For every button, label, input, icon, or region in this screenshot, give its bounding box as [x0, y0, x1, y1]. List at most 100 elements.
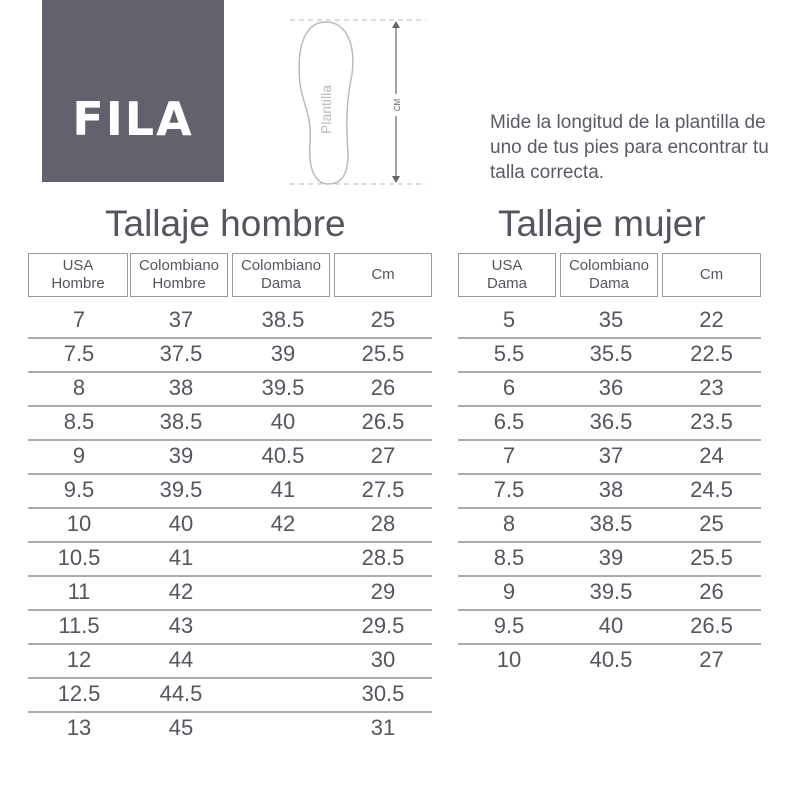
- table-row: 7.5 37.5 39 25.5: [28, 337, 432, 373]
- table-row: 5.5 35.5 22.5: [458, 337, 761, 373]
- table-row: 8 38.5 25: [458, 507, 761, 543]
- column-header: Colombiano Hombre: [130, 253, 228, 297]
- table-cell: 39: [168, 443, 194, 468]
- table-cell: 39.5: [159, 477, 203, 502]
- table-cell: 23.5: [690, 409, 733, 434]
- table-cell: 28: [370, 511, 396, 536]
- table-cell: 37: [598, 443, 624, 468]
- table-row: 7 37 24: [458, 439, 761, 475]
- table-cell: 26: [370, 375, 396, 400]
- table-cell: 44: [168, 647, 194, 672]
- table-cell: [232, 575, 334, 609]
- table-row: 6 36 23: [458, 371, 761, 407]
- table-cell: [232, 711, 334, 745]
- table-row: 9.5 40 26.5: [458, 609, 761, 645]
- men-title: Tallaje hombre: [105, 203, 346, 244]
- table-cell: 5: [502, 307, 516, 332]
- table-cell: [232, 677, 334, 711]
- table-row: 12 44 30: [28, 643, 432, 679]
- table-cell: 27: [699, 647, 724, 672]
- fila-logo: FILA: [42, 0, 224, 182]
- column-header: USA Hombre: [28, 253, 128, 297]
- table-cell: 12.5: [57, 681, 101, 706]
- table-cell: 9: [72, 443, 86, 468]
- table-cell: 22.5: [690, 341, 733, 366]
- table-cell: 38: [598, 477, 624, 502]
- table-cell: 11: [67, 579, 91, 604]
- table-row: 10.5 41 28.5: [28, 541, 432, 577]
- table-cell: 36.5: [589, 409, 633, 434]
- column-header: Cm: [334, 253, 432, 297]
- table-row: 10 40.5 27: [458, 643, 761, 677]
- table-row: 9 39.5 26: [458, 575, 761, 611]
- table-cell: 27: [370, 443, 396, 468]
- table-cell: 12: [66, 647, 92, 672]
- table-cell: 39: [598, 545, 624, 570]
- table-cell: 26.5: [361, 409, 405, 434]
- table-cell: 40: [168, 511, 194, 536]
- table-row: 9 39 40.5 27: [28, 439, 432, 475]
- measure-label: CM: [393, 98, 402, 111]
- column-header: Colombiano Dama: [232, 253, 330, 297]
- table-cell: 38.5: [589, 511, 633, 536]
- table-cell: 45: [168, 715, 194, 740]
- table-row: 11 42 29: [28, 575, 432, 611]
- table-cell: 43: [168, 613, 194, 638]
- table-cell: 10: [66, 511, 92, 536]
- table-cell: 9: [502, 579, 516, 604]
- table-cell: 30: [370, 647, 396, 672]
- table-cell: 9.5: [493, 613, 525, 638]
- table-cell: 41: [168, 545, 194, 570]
- table-cell: 44.5: [159, 681, 203, 706]
- table-cell: 38.5: [261, 307, 305, 332]
- table-cell: 6.5: [493, 409, 525, 434]
- women-title: Tallaje mujer: [498, 203, 706, 244]
- table-cell: 40: [598, 613, 624, 638]
- table-row: 6.5 36.5 23.5: [458, 405, 761, 441]
- table-cell: 25.5: [690, 545, 733, 570]
- table-cell: 25: [699, 511, 724, 536]
- table-cell: 6: [502, 375, 516, 400]
- table-row: 8.5 38.5 40 26.5: [28, 405, 432, 441]
- table-cell: 24.5: [690, 477, 733, 502]
- table-cell: 39: [270, 341, 296, 366]
- table-cell: 8: [72, 375, 86, 400]
- table-cell: 31: [370, 715, 396, 740]
- table-cell: 29: [370, 579, 396, 604]
- table-cell: 11.5: [58, 613, 100, 638]
- column-header: Cm: [662, 253, 761, 297]
- table-cell: 22: [699, 307, 724, 332]
- table-cell: 39.5: [589, 579, 633, 604]
- table-cell: 8.5: [63, 409, 95, 434]
- table-cell: 38: [168, 375, 194, 400]
- table-cell: 5.5: [493, 341, 525, 366]
- table-cell: 7: [502, 443, 516, 468]
- table-row: 7 37 38.5 25: [28, 303, 432, 339]
- table-cell: 37: [168, 307, 194, 332]
- insole-label: Plantilla: [318, 85, 334, 134]
- table-cell: 7.5: [493, 477, 525, 502]
- table-row: 8 38 39.5 26: [28, 371, 432, 407]
- logo-text: FILA: [72, 92, 194, 146]
- table-cell: 10.5: [57, 545, 101, 570]
- instructions-text: Mide la longitud de la plantilla de uno …: [490, 112, 769, 183]
- table-cell: 30.5: [361, 681, 405, 706]
- table-cell: 25: [370, 307, 396, 332]
- table-cell: 35: [598, 307, 624, 332]
- table-row: 5 35 22: [458, 303, 761, 339]
- table-cell: 42: [168, 579, 194, 604]
- table-cell: 25.5: [361, 341, 405, 366]
- table-row: 12.5 44.5 30.5: [28, 677, 432, 713]
- table-cell: 40: [270, 409, 296, 434]
- table-cell: 24: [699, 443, 724, 468]
- table-cell: 23: [699, 375, 724, 400]
- table-cell: 26.5: [690, 613, 733, 638]
- table-row: 8.5 39 25.5: [458, 541, 761, 577]
- table-cell: 7.5: [63, 341, 95, 366]
- table-cell: [232, 541, 334, 575]
- table-row: 10 40 42 28: [28, 507, 432, 543]
- table-row: 7.5 38 24.5: [458, 473, 761, 509]
- table-cell: 41: [270, 477, 296, 502]
- table-cell: 7: [72, 307, 86, 332]
- table-cell: 39.5: [261, 375, 305, 400]
